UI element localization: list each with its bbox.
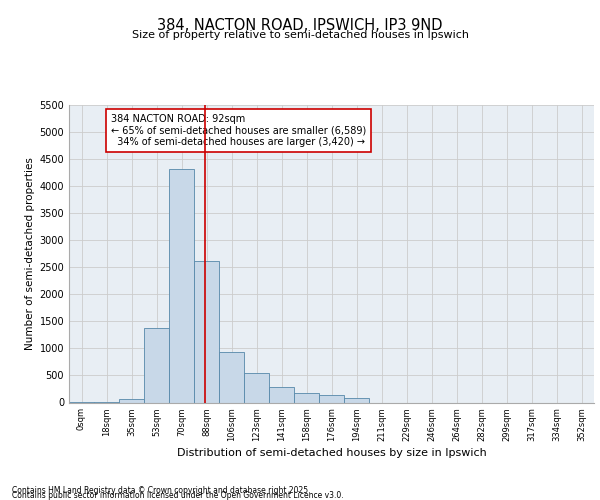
Text: Size of property relative to semi-detached houses in Ipswich: Size of property relative to semi-detach…: [131, 30, 469, 40]
Bar: [169, 170, 194, 402]
Text: Contains public sector information licensed under the Open Government Licence v3: Contains public sector information licen…: [12, 491, 344, 500]
Bar: [269, 387, 294, 402]
Text: Contains HM Land Registry data © Crown copyright and database right 2025.: Contains HM Land Registry data © Crown c…: [12, 486, 311, 495]
Bar: [194, 261, 219, 402]
Bar: [344, 398, 369, 402]
Bar: [219, 352, 244, 403]
Y-axis label: Number of semi-detached properties: Number of semi-detached properties: [25, 158, 35, 350]
Text: 384 NACTON ROAD: 92sqm
← 65% of semi-detached houses are smaller (6,589)
  34% o: 384 NACTON ROAD: 92sqm ← 65% of semi-det…: [111, 114, 366, 147]
X-axis label: Distribution of semi-detached houses by size in Ipswich: Distribution of semi-detached houses by …: [176, 448, 487, 458]
Bar: [294, 394, 319, 402]
Bar: [144, 328, 169, 402]
Bar: [244, 373, 269, 402]
Text: 384, NACTON ROAD, IPSWICH, IP3 9ND: 384, NACTON ROAD, IPSWICH, IP3 9ND: [157, 18, 443, 32]
Bar: [119, 400, 144, 402]
Bar: [319, 396, 344, 402]
